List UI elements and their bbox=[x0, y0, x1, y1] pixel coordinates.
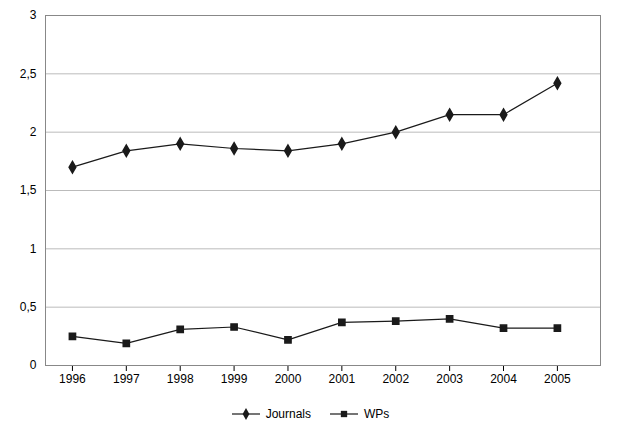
svg-text:1998: 1998 bbox=[167, 372, 194, 386]
svg-text:1: 1 bbox=[30, 242, 37, 256]
html-text:Journals: Journals bbox=[265, 407, 311, 421]
svg-text:2001: 2001 bbox=[329, 372, 356, 386]
svg-text:1996: 1996 bbox=[59, 372, 86, 386]
svg-text:2005: 2005 bbox=[544, 372, 571, 386]
svg-text:1999: 1999 bbox=[221, 372, 248, 386]
svg-text:2004: 2004 bbox=[490, 372, 517, 386]
svg-text:0,5: 0,5 bbox=[20, 300, 37, 314]
svg-text:3: 3 bbox=[30, 8, 37, 22]
svg-text:2000: 2000 bbox=[275, 372, 302, 386]
svg-text:1,5: 1,5 bbox=[20, 183, 37, 197]
svg-text:2,5: 2,5 bbox=[20, 67, 37, 81]
svg-text:2: 2 bbox=[30, 125, 37, 139]
svg-text:2002: 2002 bbox=[382, 372, 409, 386]
svg-text:2003: 2003 bbox=[436, 372, 463, 386]
html-text:WPs: WPs bbox=[364, 407, 390, 421]
svg-text:0: 0 bbox=[30, 358, 37, 372]
svg-text:1997: 1997 bbox=[113, 372, 140, 386]
